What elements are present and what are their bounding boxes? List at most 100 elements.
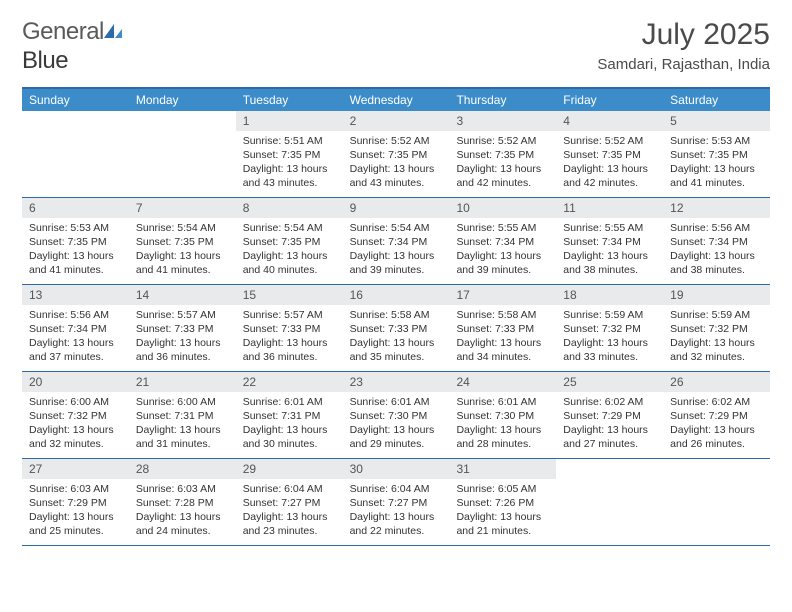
day-number: 18 bbox=[556, 285, 663, 305]
sunrise-line: Sunrise: 5:53 AM bbox=[29, 221, 122, 235]
daylight-line: Daylight: 13 hours and 30 minutes. bbox=[243, 423, 336, 451]
day-cell: 24Sunrise: 6:01 AMSunset: 7:30 PMDayligh… bbox=[449, 372, 556, 458]
daylight-line: Daylight: 13 hours and 38 minutes. bbox=[563, 249, 656, 277]
day-cell bbox=[129, 111, 236, 197]
day-number: 5 bbox=[663, 111, 770, 131]
daylight-line: Daylight: 13 hours and 33 minutes. bbox=[563, 336, 656, 364]
sunset-line: Sunset: 7:34 PM bbox=[350, 235, 443, 249]
day-body: Sunrise: 5:52 AMSunset: 7:35 PMDaylight:… bbox=[556, 131, 663, 195]
sunrise-line: Sunrise: 6:03 AM bbox=[29, 482, 122, 496]
daylight-line: Daylight: 13 hours and 34 minutes. bbox=[456, 336, 549, 364]
day-body: Sunrise: 6:03 AMSunset: 7:28 PMDaylight:… bbox=[129, 479, 236, 543]
day-body: Sunrise: 5:58 AMSunset: 7:33 PMDaylight:… bbox=[343, 305, 450, 369]
day-body: Sunrise: 5:57 AMSunset: 7:33 PMDaylight:… bbox=[129, 305, 236, 369]
daylight-line: Daylight: 13 hours and 36 minutes. bbox=[136, 336, 229, 364]
day-cell: 5Sunrise: 5:53 AMSunset: 7:35 PMDaylight… bbox=[663, 111, 770, 197]
daylight-line: Daylight: 13 hours and 41 minutes. bbox=[29, 249, 122, 277]
day-number: 8 bbox=[236, 198, 343, 218]
sunrise-line: Sunrise: 5:51 AM bbox=[243, 134, 336, 148]
sunset-line: Sunset: 7:29 PM bbox=[563, 409, 656, 423]
sunrise-line: Sunrise: 5:54 AM bbox=[243, 221, 336, 235]
daylight-line: Daylight: 13 hours and 32 minutes. bbox=[670, 336, 763, 364]
daylight-line: Daylight: 13 hours and 38 minutes. bbox=[670, 249, 763, 277]
day-cell: 31Sunrise: 6:05 AMSunset: 7:26 PMDayligh… bbox=[449, 459, 556, 545]
daylight-line: Daylight: 13 hours and 41 minutes. bbox=[670, 162, 763, 190]
sunset-line: Sunset: 7:30 PM bbox=[456, 409, 549, 423]
day-cell: 12Sunrise: 5:56 AMSunset: 7:34 PMDayligh… bbox=[663, 198, 770, 284]
day-number: 19 bbox=[663, 285, 770, 305]
day-body: Sunrise: 5:54 AMSunset: 7:34 PMDaylight:… bbox=[343, 218, 450, 282]
daylight-line: Daylight: 13 hours and 23 minutes. bbox=[243, 510, 336, 538]
day-number: 23 bbox=[343, 372, 450, 392]
day-body: Sunrise: 6:04 AMSunset: 7:27 PMDaylight:… bbox=[343, 479, 450, 543]
sunset-line: Sunset: 7:32 PM bbox=[670, 322, 763, 336]
day-cell: 7Sunrise: 5:54 AMSunset: 7:35 PMDaylight… bbox=[129, 198, 236, 284]
sunrise-line: Sunrise: 5:54 AM bbox=[136, 221, 229, 235]
sunrise-line: Sunrise: 5:58 AM bbox=[456, 308, 549, 322]
sunrise-line: Sunrise: 6:02 AM bbox=[563, 395, 656, 409]
day-cell: 27 Sunrise: 6:03 AMSunset: 7:29 PMDayligh… bbox=[22, 459, 129, 545]
day-cell: 16Sunrise: 5:58 AMSunset: 7:33 PMDayligh… bbox=[343, 285, 450, 371]
sunset-line: Sunset: 7:31 PM bbox=[243, 409, 336, 423]
day-header: Wednesday bbox=[343, 89, 450, 111]
day-number: 24 bbox=[449, 372, 556, 392]
sunset-line: Sunset: 7:34 PM bbox=[563, 235, 656, 249]
day-cell: 18 Sunrise: 5:59 AMSunset: 7:32 PMDayligh… bbox=[556, 285, 663, 371]
location: Samdari, Rajasthan, India bbox=[597, 56, 770, 73]
sunrise-line: Sunrise: 5:53 AM bbox=[670, 134, 763, 148]
day-body: Sunrise: 6:00 AMSunset: 7:31 PMDaylight:… bbox=[129, 392, 236, 456]
sunrise-line: Sunrise: 5:59 AM bbox=[563, 308, 656, 322]
day-cell: 21Sunrise: 6:00 AMSunset: 7:31 PMDayligh… bbox=[129, 372, 236, 458]
daylight-line: Daylight: 13 hours and 28 minutes. bbox=[456, 423, 549, 451]
sunset-line: Sunset: 7:33 PM bbox=[243, 322, 336, 336]
day-body: Sunrise: 5:54 AMSunset: 7:35 PMDaylight:… bbox=[236, 218, 343, 282]
sunrise-line: Sunrise: 6:05 AM bbox=[456, 482, 549, 496]
day-cell: 3Sunrise: 5:52 AMSunset: 7:35 PMDaylight… bbox=[449, 111, 556, 197]
daylight-line: Daylight: 13 hours and 21 minutes. bbox=[456, 510, 549, 538]
day-number: 27 bbox=[22, 459, 129, 479]
day-body: Sunrise: 5:53 AMSunset: 7:35 PMDaylight:… bbox=[22, 218, 129, 282]
day-body: Sunrise: 5:56 AMSunset: 7:34 PMDaylight:… bbox=[663, 218, 770, 282]
sunset-line: Sunset: 7:34 PM bbox=[29, 322, 122, 336]
day-number: 7 bbox=[129, 198, 236, 218]
day-number: 9 bbox=[343, 198, 450, 218]
sunset-line: Sunset: 7:35 PM bbox=[563, 148, 656, 162]
day-number: 4 bbox=[556, 111, 663, 131]
sunrise-line: Sunrise: 5:52 AM bbox=[350, 134, 443, 148]
day-cell: 8Sunrise: 5:54 AMSunset: 7:35 PMDaylight… bbox=[236, 198, 343, 284]
logo-word-blue: Blue bbox=[22, 47, 68, 74]
daylight-line: Daylight: 13 hours and 41 minutes. bbox=[136, 249, 229, 277]
day-number: 28 bbox=[129, 459, 236, 479]
daylight-line: Daylight: 13 hours and 39 minutes. bbox=[350, 249, 443, 277]
day-cell: 26Sunrise: 6:02 AMSunset: 7:29 PMDayligh… bbox=[663, 372, 770, 458]
sunset-line: Sunset: 7:29 PM bbox=[29, 496, 122, 510]
day-body: Sunrise: 5:52 AMSunset: 7:35 PMDaylight:… bbox=[343, 131, 450, 195]
day-body: Sunrise: 6:02 AMSunset: 7:29 PMDaylight:… bbox=[663, 392, 770, 456]
day-cell bbox=[663, 459, 770, 545]
sunrise-line: Sunrise: 5:54 AM bbox=[350, 221, 443, 235]
day-body: Sunrise: 5:58 AMSunset: 7:33 PMDaylight:… bbox=[449, 305, 556, 369]
sunrise-line: Sunrise: 5:57 AM bbox=[136, 308, 229, 322]
day-cell: 6Sunrise: 5:53 AMSunset: 7:35 PMDaylight… bbox=[22, 198, 129, 284]
day-cell: 25Sunrise: 6:02 AMSunset: 7:29 PMDayligh… bbox=[556, 372, 663, 458]
sunset-line: Sunset: 7:35 PM bbox=[350, 148, 443, 162]
day-number: 2 bbox=[343, 111, 450, 131]
logo-word-general: General bbox=[22, 18, 104, 45]
daylight-line: Daylight: 13 hours and 25 minutes. bbox=[29, 510, 122, 538]
day-number: 3 bbox=[449, 111, 556, 131]
day-header: Saturday bbox=[663, 89, 770, 111]
day-cell bbox=[22, 111, 129, 197]
sunset-line: Sunset: 7:28 PM bbox=[136, 496, 229, 510]
month-title: July 2025 bbox=[597, 18, 770, 52]
sunset-line: Sunset: 7:34 PM bbox=[670, 235, 763, 249]
day-cell: 22Sunrise: 6:01 AMSunset: 7:31 PMDayligh… bbox=[236, 372, 343, 458]
sunrise-line: Sunrise: 5:57 AM bbox=[243, 308, 336, 322]
sunset-line: Sunset: 7:34 PM bbox=[456, 235, 549, 249]
sunset-line: Sunset: 7:32 PM bbox=[563, 322, 656, 336]
logo-text: General Blue bbox=[22, 18, 124, 75]
day-body: Sunrise: 5:54 AMSunset: 7:35 PMDaylight:… bbox=[129, 218, 236, 282]
daylight-line: Daylight: 13 hours and 32 minutes. bbox=[29, 423, 122, 451]
day-header: Tuesday bbox=[236, 89, 343, 111]
daylight-line: Daylight: 13 hours and 31 minutes. bbox=[136, 423, 229, 451]
day-number: 14 bbox=[129, 285, 236, 305]
